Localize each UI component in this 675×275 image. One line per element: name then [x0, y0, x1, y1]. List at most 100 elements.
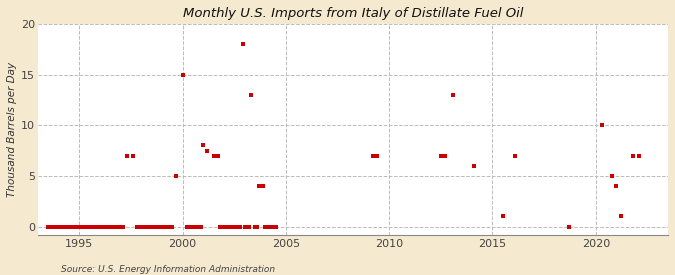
Point [252, 224, 263, 229]
Point [161, 224, 171, 229]
Point [134, 224, 144, 229]
Point [45, 224, 56, 229]
Point [122, 153, 132, 158]
Point [229, 224, 240, 229]
Point [128, 153, 138, 158]
Point [61, 224, 72, 229]
Point [192, 224, 202, 229]
Point [148, 224, 159, 229]
Point [76, 224, 87, 229]
Point [86, 224, 97, 229]
Point [231, 224, 242, 229]
Point [182, 224, 192, 229]
Point [167, 224, 178, 229]
Point [165, 224, 176, 229]
Point [163, 224, 173, 229]
Point [611, 184, 622, 188]
Point [235, 224, 246, 229]
Point [132, 224, 142, 229]
Point [97, 224, 107, 229]
Point [78, 224, 89, 229]
Point [448, 93, 458, 97]
Point [439, 153, 450, 158]
Point [202, 148, 213, 153]
Point [367, 153, 378, 158]
Point [196, 224, 207, 229]
Point [254, 184, 265, 188]
Point [184, 224, 194, 229]
Point [155, 224, 165, 229]
Point [246, 93, 256, 97]
Point [70, 224, 80, 229]
Point [92, 224, 103, 229]
Point [634, 153, 645, 158]
Point [90, 224, 101, 229]
Point [270, 224, 281, 229]
Point [615, 214, 626, 219]
Point [144, 224, 155, 229]
Point [109, 224, 120, 229]
Point [262, 224, 273, 229]
Point [607, 174, 618, 178]
Point [194, 224, 205, 229]
Point [49, 224, 60, 229]
Point [597, 123, 608, 127]
Point [57, 224, 68, 229]
Point [468, 164, 479, 168]
Point [564, 224, 574, 229]
Point [223, 224, 234, 229]
Text: Source: U.S. Energy Information Administration: Source: U.S. Energy Information Administ… [61, 265, 275, 274]
Point [237, 42, 248, 46]
Point [95, 224, 105, 229]
Point [188, 224, 198, 229]
Point [88, 224, 99, 229]
Point [258, 184, 269, 188]
Point [68, 224, 78, 229]
Point [233, 224, 244, 229]
Point [105, 224, 115, 229]
Point [103, 224, 113, 229]
Point [219, 224, 230, 229]
Point [113, 224, 124, 229]
Y-axis label: Thousand Barrels per Day: Thousand Barrels per Day [7, 62, 17, 197]
Point [435, 153, 446, 158]
Point [146, 224, 157, 229]
Point [117, 224, 128, 229]
Point [80, 224, 91, 229]
Point [178, 72, 188, 77]
Point [138, 224, 148, 229]
Point [215, 224, 225, 229]
Point [510, 153, 520, 158]
Point [101, 224, 111, 229]
Point [53, 224, 64, 229]
Point [371, 153, 382, 158]
Point [82, 224, 93, 229]
Point [208, 153, 219, 158]
Title: Monthly U.S. Imports from Italy of Distillate Fuel Oil: Monthly U.S. Imports from Italy of Disti… [183, 7, 523, 20]
Point [266, 224, 277, 229]
Point [239, 224, 250, 229]
Point [159, 224, 169, 229]
Point [151, 224, 161, 229]
Point [250, 224, 261, 229]
Point [264, 224, 275, 229]
Point [221, 224, 232, 229]
Point [171, 174, 182, 178]
Point [217, 224, 227, 229]
Point [72, 224, 82, 229]
Point [47, 224, 58, 229]
Point [115, 224, 126, 229]
Point [140, 224, 151, 229]
Point [99, 224, 109, 229]
Point [497, 214, 508, 219]
Point [142, 224, 153, 229]
Point [628, 153, 639, 158]
Point [225, 224, 236, 229]
Point [227, 224, 238, 229]
Point [74, 224, 85, 229]
Point [153, 224, 163, 229]
Point [241, 224, 252, 229]
Point [65, 224, 76, 229]
Point [107, 224, 117, 229]
Point [157, 224, 167, 229]
